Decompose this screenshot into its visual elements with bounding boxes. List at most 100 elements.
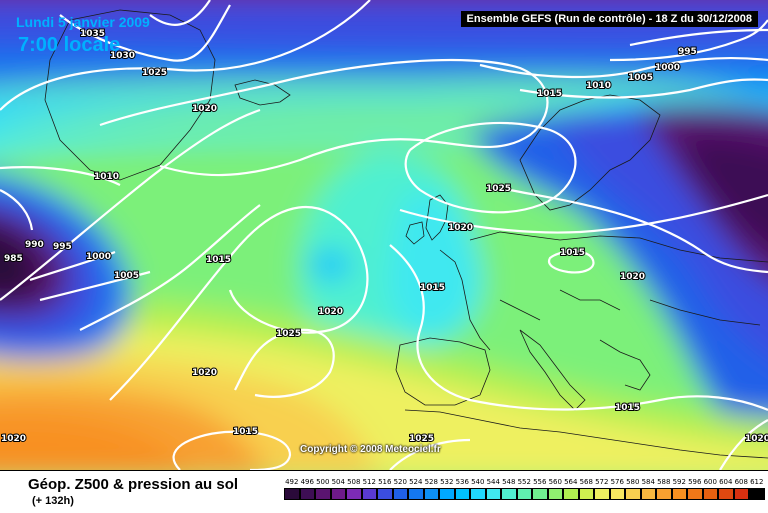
scale-tick-label: 600 <box>703 478 717 486</box>
scale-tick-label: 576 <box>610 478 624 486</box>
isobar-label: 1025 <box>409 434 434 444</box>
scale-swatch <box>330 488 346 500</box>
scale-tick-label: 552 <box>517 478 531 486</box>
scale-tick-label: 544 <box>486 478 500 486</box>
forecast-lead-time: (+ 132h) <box>32 495 74 507</box>
color-scale-legend: 492 496 500 504 508 512 516 520 524 528 532 536 540 5… <box>280 478 765 508</box>
scale-tick-label: 592 <box>672 478 686 486</box>
isobar-label: 990 <box>25 240 44 250</box>
isobar-label: 995 <box>53 242 72 252</box>
isobar-label: 1020 <box>192 368 217 378</box>
isobar-label: 1010 <box>586 81 611 91</box>
scale-swatch <box>392 488 408 500</box>
scale-swatch <box>454 488 470 500</box>
isobar-labels: 1035 1030 1025 1020 1010 995 990 985 100… <box>0 28 768 445</box>
scale-swatch <box>439 488 455 500</box>
scale-tick-label: 568 <box>579 478 593 486</box>
isobar-label: 985 <box>4 254 23 264</box>
scale-tick-label: 580 <box>626 478 640 486</box>
scale-swatch <box>563 488 579 500</box>
isobar-label: 1015 <box>615 403 640 413</box>
scale-swatch <box>315 488 331 500</box>
scale-swatch <box>284 488 300 500</box>
isobar-label: 1020 <box>192 104 217 114</box>
scale-swatch <box>485 488 501 500</box>
forecast-map: 1035 1030 1025 1020 1010 995 990 985 100… <box>0 0 768 470</box>
scale-tick-label: 528 <box>424 478 438 486</box>
scale-tick-label: 500 <box>316 478 330 486</box>
isobar-label: 1000 <box>655 63 680 73</box>
scale-swatch <box>361 488 377 500</box>
scale-swatch <box>578 488 594 500</box>
scale-swatch <box>408 488 424 500</box>
scale-swatch <box>718 488 734 500</box>
scale-tick-label: 532 <box>440 478 454 486</box>
scale-tick-label: 612 <box>750 478 764 486</box>
scale-tick-label: 504 <box>331 478 345 486</box>
scale-tick-label: 516 <box>378 478 392 486</box>
scale-tick-label: 564 <box>564 478 578 486</box>
scale-swatch <box>299 488 315 500</box>
model-run-label: Ensemble GEFS (Run de contrôle) - 18 Z d… <box>460 11 758 27</box>
scale-tick-label: 508 <box>347 478 361 486</box>
scale-swatch <box>594 488 610 500</box>
scale-swatch <box>423 488 439 500</box>
scale-tick-label: 608 <box>734 478 748 486</box>
scale-tick-label: 520 <box>393 478 407 486</box>
isobar-label: 1025 <box>486 184 511 194</box>
isobar-label: 1005 <box>628 73 653 83</box>
coastlines <box>44 9 768 459</box>
scale-swatch <box>532 488 548 500</box>
scale-tick-label: 596 <box>688 478 702 486</box>
forecast-date: Lundi 5 janvier 2009 <box>16 14 150 30</box>
scale-tick-label: 556 <box>533 478 547 486</box>
isobar-label: 995 <box>678 47 697 57</box>
scale-swatch <box>609 488 625 500</box>
geopotential-field <box>0 0 768 470</box>
forecast-local-time: 7:00 locale <box>18 34 121 56</box>
scale-tick-label: 496 <box>300 478 314 486</box>
scale-tick-label: 524 <box>409 478 423 486</box>
isobar-label: 1010 <box>94 172 119 182</box>
scale-swatch <box>377 488 393 500</box>
isobar-label: 1005 <box>114 271 139 281</box>
scale-tick-label: 560 <box>548 478 562 486</box>
isobar-label: 1015 <box>206 255 231 265</box>
isobar-label: 1030 <box>110 51 135 61</box>
isobar-label: 1020 <box>1 434 26 444</box>
scale-tick-label: 588 <box>657 478 671 486</box>
scale-swatch <box>733 488 749 500</box>
scale-tick-label: 572 <box>595 478 609 486</box>
scale-swatch <box>625 488 641 500</box>
isobar-label: 1035 <box>80 29 105 39</box>
isobar-label: 1020 <box>745 434 768 444</box>
scale-swatch <box>687 488 703 500</box>
scale-tick-label: 548 <box>502 478 516 486</box>
scale-swatch <box>346 488 362 500</box>
scale-swatch <box>640 488 656 500</box>
scale-tick-label: 584 <box>641 478 655 486</box>
scale-swatch <box>516 488 532 500</box>
copyright-notice: Copyright © 2008 Meteociel.fr <box>300 444 441 455</box>
isobars <box>0 0 768 470</box>
scale-swatch <box>501 488 517 500</box>
isobar-label: 1000 <box>86 252 111 262</box>
scale-swatch <box>470 488 486 500</box>
scale-tick-label: 540 <box>471 478 485 486</box>
isobar-label: 1025 <box>276 329 301 339</box>
map-title: Géop. Z500 & pression au sol <box>28 476 239 493</box>
isobar-label: 1020 <box>620 272 645 282</box>
scale-swatch <box>547 488 563 500</box>
scale-swatch <box>656 488 672 500</box>
isobar-label: 1020 <box>318 307 343 317</box>
isobar-label: 1015 <box>537 89 562 99</box>
scale-tick-label: 536 <box>455 478 469 486</box>
isobar-label: 1015 <box>420 283 445 293</box>
scale-tick-label: 512 <box>362 478 376 486</box>
isobar-label: 1020 <box>448 223 473 233</box>
scale-tick-label: 604 <box>719 478 733 486</box>
scale-swatch <box>671 488 687 500</box>
isobar-label: 1015 <box>233 427 258 437</box>
isobar-label: 1015 <box>560 248 585 258</box>
